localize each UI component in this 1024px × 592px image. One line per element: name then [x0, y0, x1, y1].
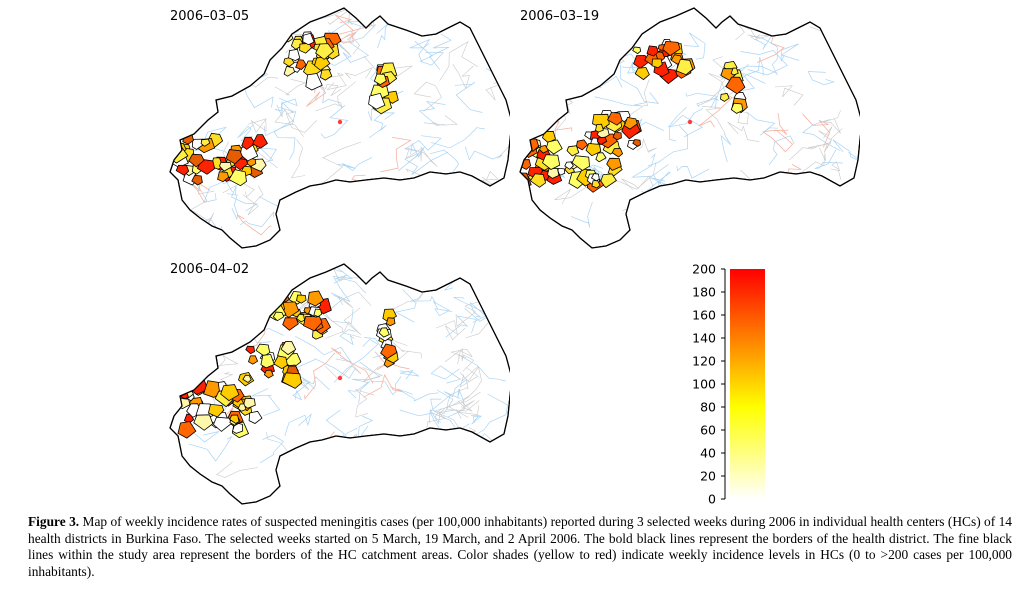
- figure-caption: Figure 3. Map of weekly incidence rates …: [28, 514, 1012, 580]
- legend-tick-label: 80: [700, 400, 716, 415]
- legend-tick-label: 180: [692, 285, 716, 300]
- map-panel-2006-03-05: 2006–03–05: [160, 0, 510, 255]
- legend-tick-label: 40: [700, 446, 716, 461]
- burkina-faso-map: [169, 263, 510, 505]
- legend-tick-label: 60: [700, 423, 716, 438]
- burkina-faso-map: [519, 7, 860, 249]
- caption-text: Map of weekly incidence rates of suspect…: [28, 514, 1012, 579]
- burkina-faso-map: [169, 7, 510, 249]
- map-date-label: 2006–03–05: [170, 9, 250, 24]
- legend-tick-label: 160: [692, 308, 716, 323]
- legend-tick-label: 0: [708, 492, 716, 507]
- map-panel-2006-04-02: 2006–04–02: [160, 256, 510, 511]
- legend-tick-label: 120: [692, 354, 716, 369]
- legend-tick-label: 140: [692, 331, 716, 346]
- legend-tick-label: 200: [692, 262, 716, 277]
- figure-label: Figure 3.: [28, 514, 80, 529]
- map-date-label: 2006–03–19: [520, 9, 600, 24]
- color-bar: [730, 269, 765, 499]
- legend-tick-label: 100: [692, 377, 716, 392]
- map-date-label: 2006–04–02: [170, 262, 250, 277]
- legend-tick-label: 20: [700, 469, 716, 484]
- map-panel-2006-03-19: 2006–03–19: [510, 0, 860, 255]
